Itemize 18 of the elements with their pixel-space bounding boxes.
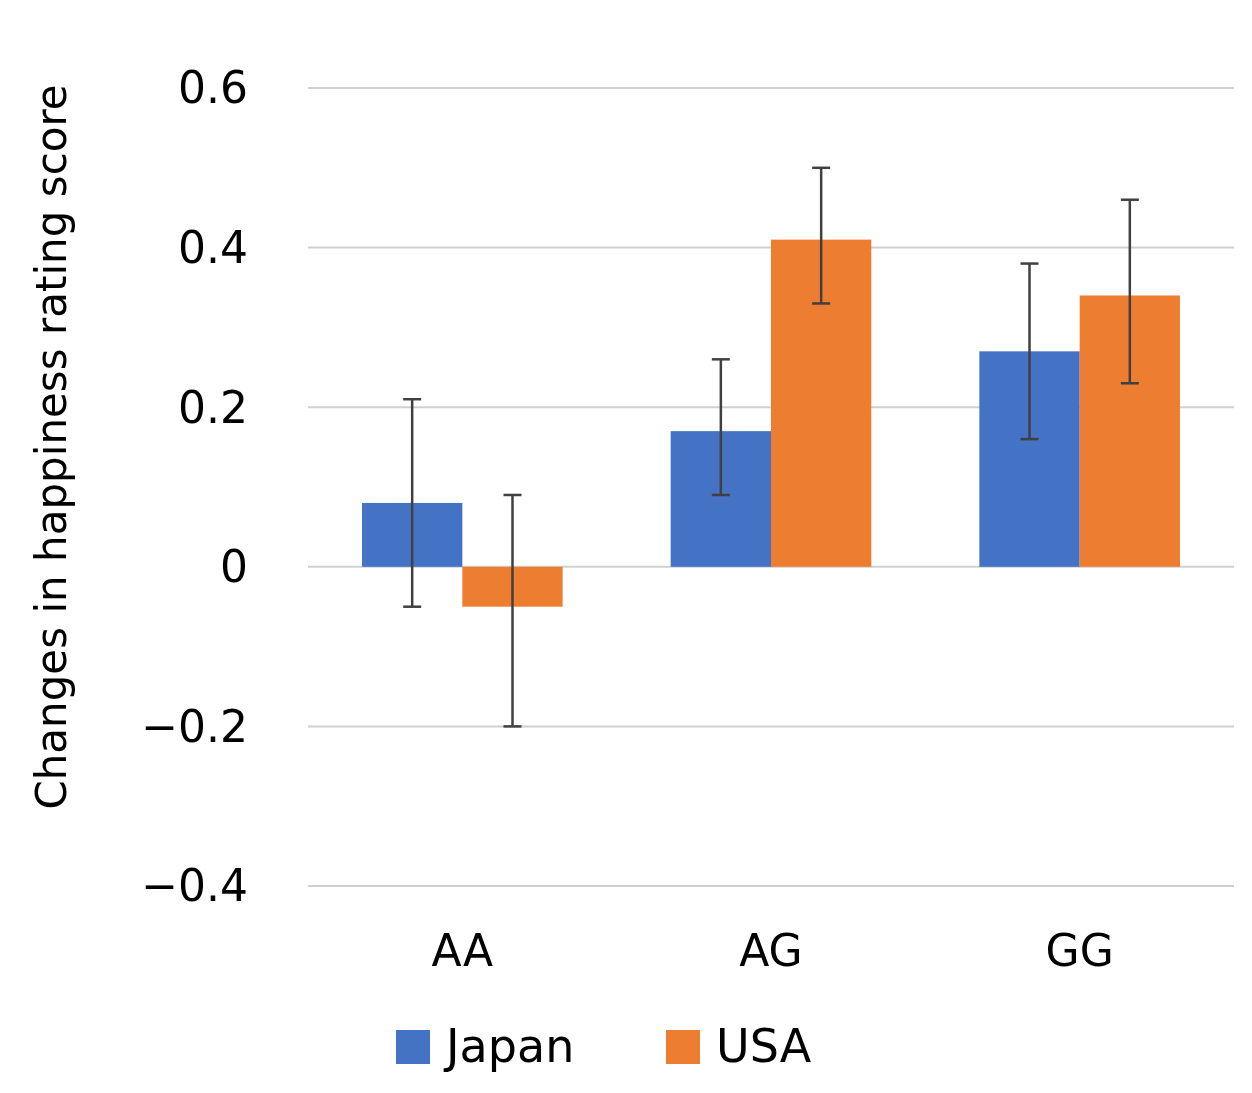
y-tick-label: −0.2	[141, 700, 248, 752]
bar	[670, 431, 771, 567]
bar	[362, 502, 463, 567]
bar	[1079, 295, 1180, 567]
bar	[462, 566, 563, 607]
bar	[979, 351, 1080, 567]
x-tick-label: AG	[739, 925, 803, 976]
y-tick-label: −0.4	[141, 860, 248, 912]
y-tick-label: 0.4	[178, 222, 248, 273]
bar	[771, 239, 872, 567]
y-axis-title: Changes in happiness rating score	[27, 84, 76, 810]
x-tick-label: GG	[1045, 925, 1114, 976]
legend-label: USA	[716, 1019, 812, 1073]
y-tick-label: 0.6	[178, 62, 248, 114]
y-tick-label: 0	[220, 541, 248, 593]
legend-label: Japan	[443, 1019, 575, 1073]
y-tick-label: 0.2	[178, 381, 248, 433]
x-tick-label: AA	[431, 925, 494, 976]
